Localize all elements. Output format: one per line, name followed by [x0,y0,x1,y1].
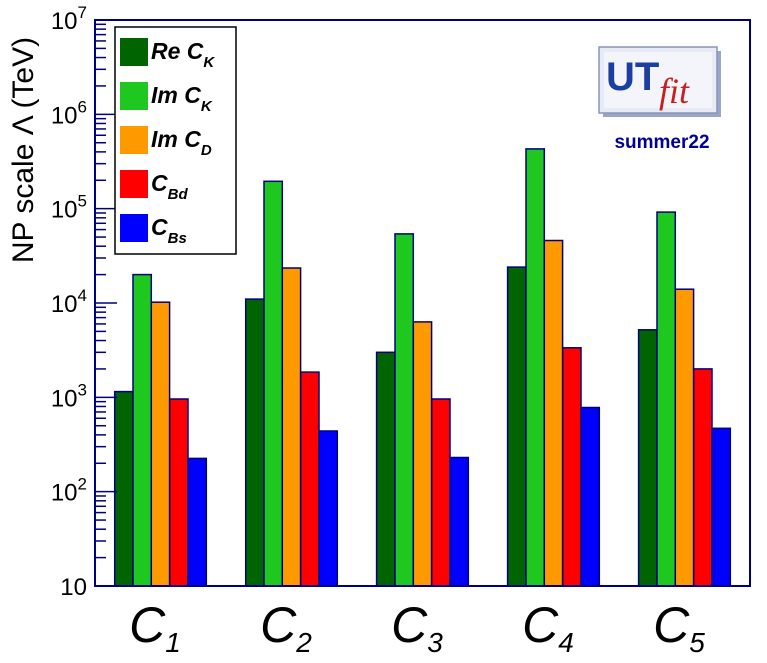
legend-items: Re CK Im CK Im CD CBd CBs [120,38,215,247]
bar-c_bd-2 [299,371,320,587]
bar-im-c_k-3 [394,233,415,587]
bar-im-c_k-5 [656,211,677,587]
logo-ut-text: UT [606,55,659,99]
y-tick-label: 105 [51,192,87,224]
bar-re-c_k-4 [506,266,527,587]
bar-im-c_d-5 [674,288,695,587]
plot-frame [94,19,751,587]
bar-c_bs-4 [580,406,601,587]
x-category-label: C5 [653,597,705,658]
bar-re-c_k-2 [244,298,265,587]
legend-swatch [120,38,148,66]
bar-c_bs-2 [318,430,339,587]
legend: Re CK Im CK Im CD CBd CBs [114,26,237,255]
bar-c_bd-4 [561,347,582,587]
logo-fit-text: fit [659,71,690,111]
x-category-label: C4 [522,597,574,658]
x-category-label: C2 [260,597,312,658]
legend-swatch [120,126,148,154]
y-axis-title: NP scale Λ (TeV) [7,37,40,263]
bar-c_bs-1 [187,457,208,587]
logo-inner [604,52,712,108]
legend-label: Im CD [151,126,212,159]
y-tick-label: 104 [51,286,87,318]
ticks-layer [95,19,117,587]
bar-re-c_k-3 [375,351,396,587]
bar-c_bs-3 [449,456,470,587]
legend-label: Im CK [151,82,213,115]
bar-im-c_k-2 [263,180,284,587]
bar-im-c_d-1 [150,301,171,587]
y-tick-labels: 10 102 103 104 105 106 107 [51,3,87,601]
bars-layer [113,148,732,587]
utfit-logo: UT fit summer22 [598,46,721,153]
bar-im-c_d-3 [412,321,433,587]
bar-c_bd-3 [430,398,451,587]
bar-c_bd-5 [692,368,713,587]
bar-c_bd-1 [168,398,189,587]
y-tick-label: 106 [51,97,87,129]
legend-label: CBd [151,170,188,203]
legend-label: Re CK [151,38,215,71]
legend-swatch [120,82,148,110]
bar-im-c_d-4 [543,239,564,587]
legend-swatch [120,170,148,198]
legend-label: CBs [151,214,187,247]
legend-swatch [120,214,148,242]
x-category-labels: C1 C2 C3 C4 C5 [129,597,705,658]
x-category-label: C3 [391,597,443,658]
bar-re-c_k-5 [637,329,658,587]
bar-im-c_k-1 [132,273,153,587]
logo-subtitle: summer22 [614,132,709,153]
bar-im-c_k-4 [525,148,546,587]
x-category-label: C1 [129,597,181,658]
y-tick-label: 10 [60,574,87,601]
y-tick-label: 107 [51,3,87,35]
bar-c_bs-5 [711,427,732,587]
y-tick-label: 103 [51,380,87,412]
bar-im-c_d-2 [281,267,302,587]
bar-re-c_k-1 [113,390,134,587]
y-tick-label: 102 [51,475,87,507]
